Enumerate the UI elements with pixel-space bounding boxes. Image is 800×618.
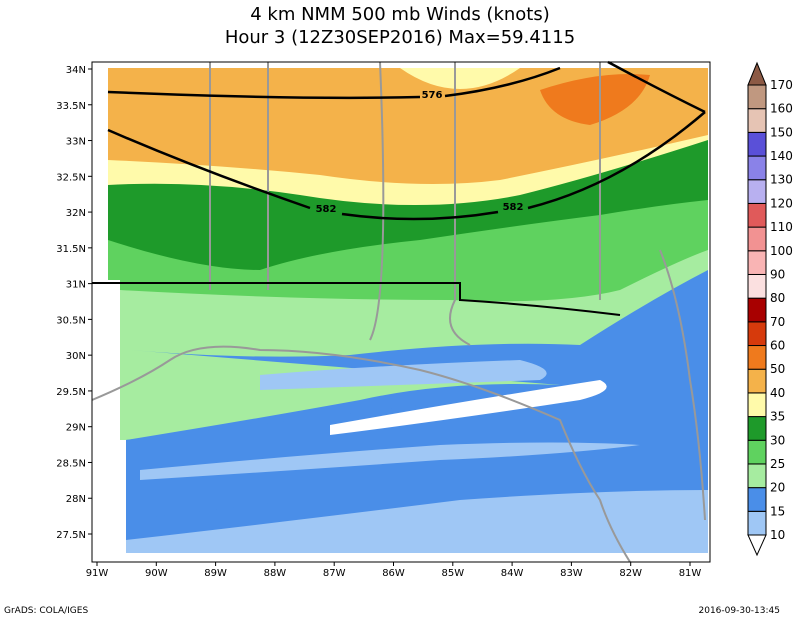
colorbar-box	[747, 321, 767, 347]
colorbar-label: 140	[770, 149, 793, 163]
colorbar-box	[747, 345, 767, 370]
lat-label: 34N	[66, 65, 86, 76]
title-line: Hour 3 (12Z30SEP2016) Max=59.4115	[225, 27, 575, 48]
colorbar-cap	[747, 534, 767, 557]
lat-label: 28.5N	[56, 458, 86, 469]
colorbar-box	[747, 179, 767, 204]
colorbar-cap	[747, 61, 767, 86]
colorbar-label: 120	[770, 196, 793, 210]
lon-label: 82W	[619, 568, 642, 579]
colorbar-label: 170	[770, 78, 793, 92]
colorbar-label: 30	[770, 433, 785, 447]
lon-label: 86W	[382, 568, 405, 579]
colorbar-box	[747, 463, 767, 489]
colorbar-box	[747, 392, 767, 418]
colorbar-box	[747, 250, 767, 275]
lat-label: 32N	[66, 208, 86, 219]
lat-label: 29N	[66, 423, 86, 434]
contours	[92, 60, 706, 316]
lon-label: 85W	[441, 568, 464, 579]
lat-label: 28N	[66, 494, 86, 505]
lon-label: 90W	[145, 568, 168, 579]
contour-label: 582	[316, 204, 337, 215]
contour-label: 576	[422, 90, 443, 101]
lon-label: 84W	[501, 568, 524, 579]
lat-label: 30.5N	[56, 315, 86, 326]
colorbar-box	[747, 510, 767, 536]
colorbar-label: 130	[770, 173, 793, 187]
lat-label: 31.5N	[56, 244, 86, 255]
colorbar-label: 15	[770, 504, 785, 518]
colorbar-box	[747, 368, 767, 394]
footer-left: GrADS: COLA/IGES	[4, 606, 88, 616]
lon-label: 81W	[679, 568, 702, 579]
colorbar-box	[747, 155, 767, 181]
borders	[91, 61, 706, 563]
colorbar-box	[747, 226, 767, 252]
colorbar-box	[747, 131, 767, 157]
colorbar-label: 90	[770, 267, 785, 281]
colorbar-label: 50	[770, 362, 785, 376]
lat-label: 29.5N	[56, 387, 86, 398]
colorbar-box	[747, 297, 767, 323]
colorbar-label: 160	[770, 102, 793, 116]
lat-label: 27.5N	[56, 530, 86, 541]
colorbar-box	[747, 439, 767, 465]
colorbar-label: 10	[770, 528, 785, 542]
lon-label: 89W	[204, 568, 227, 579]
colorbar-box	[747, 202, 767, 228]
colorbar-box	[747, 84, 767, 110]
lat-label: 32.5N	[56, 172, 86, 183]
colorbar-label: 40	[770, 386, 785, 400]
lat-label: 31N	[66, 280, 86, 291]
colorbar-label: 25	[770, 457, 785, 471]
lon-label: 91W	[86, 568, 109, 579]
colorbar-label: 150	[770, 125, 793, 139]
colorbar-label: 60	[770, 339, 785, 353]
lat-label: 33N	[66, 137, 86, 148]
colorbar-label: 110	[770, 220, 793, 234]
lon-label: 83W	[560, 568, 583, 579]
lat-label: 33.5N	[56, 101, 86, 112]
map-fill	[92, 62, 710, 562]
lat-label: 30N	[66, 351, 86, 362]
title-line: 4 km NMM 500 mb Winds (knots)	[250, 4, 550, 25]
map-frame	[91, 61, 711, 563]
colorbar-box	[747, 108, 767, 133]
footer-right: 2016-09-30-13:45	[699, 606, 781, 616]
colorbar-box	[747, 273, 767, 299]
colorbar-label: 80	[770, 291, 785, 305]
colorbar-label: 70	[770, 315, 785, 329]
colorbar-label: 100	[770, 244, 793, 258]
lon-label: 88W	[264, 568, 287, 579]
contour-label: 582	[503, 202, 524, 213]
colorbar-box	[747, 487, 767, 512]
colorbar-label: 35	[770, 410, 785, 424]
lon-label: 87W	[323, 568, 346, 579]
colorbar-box	[747, 416, 767, 441]
colorbar-label: 20	[770, 481, 785, 495]
